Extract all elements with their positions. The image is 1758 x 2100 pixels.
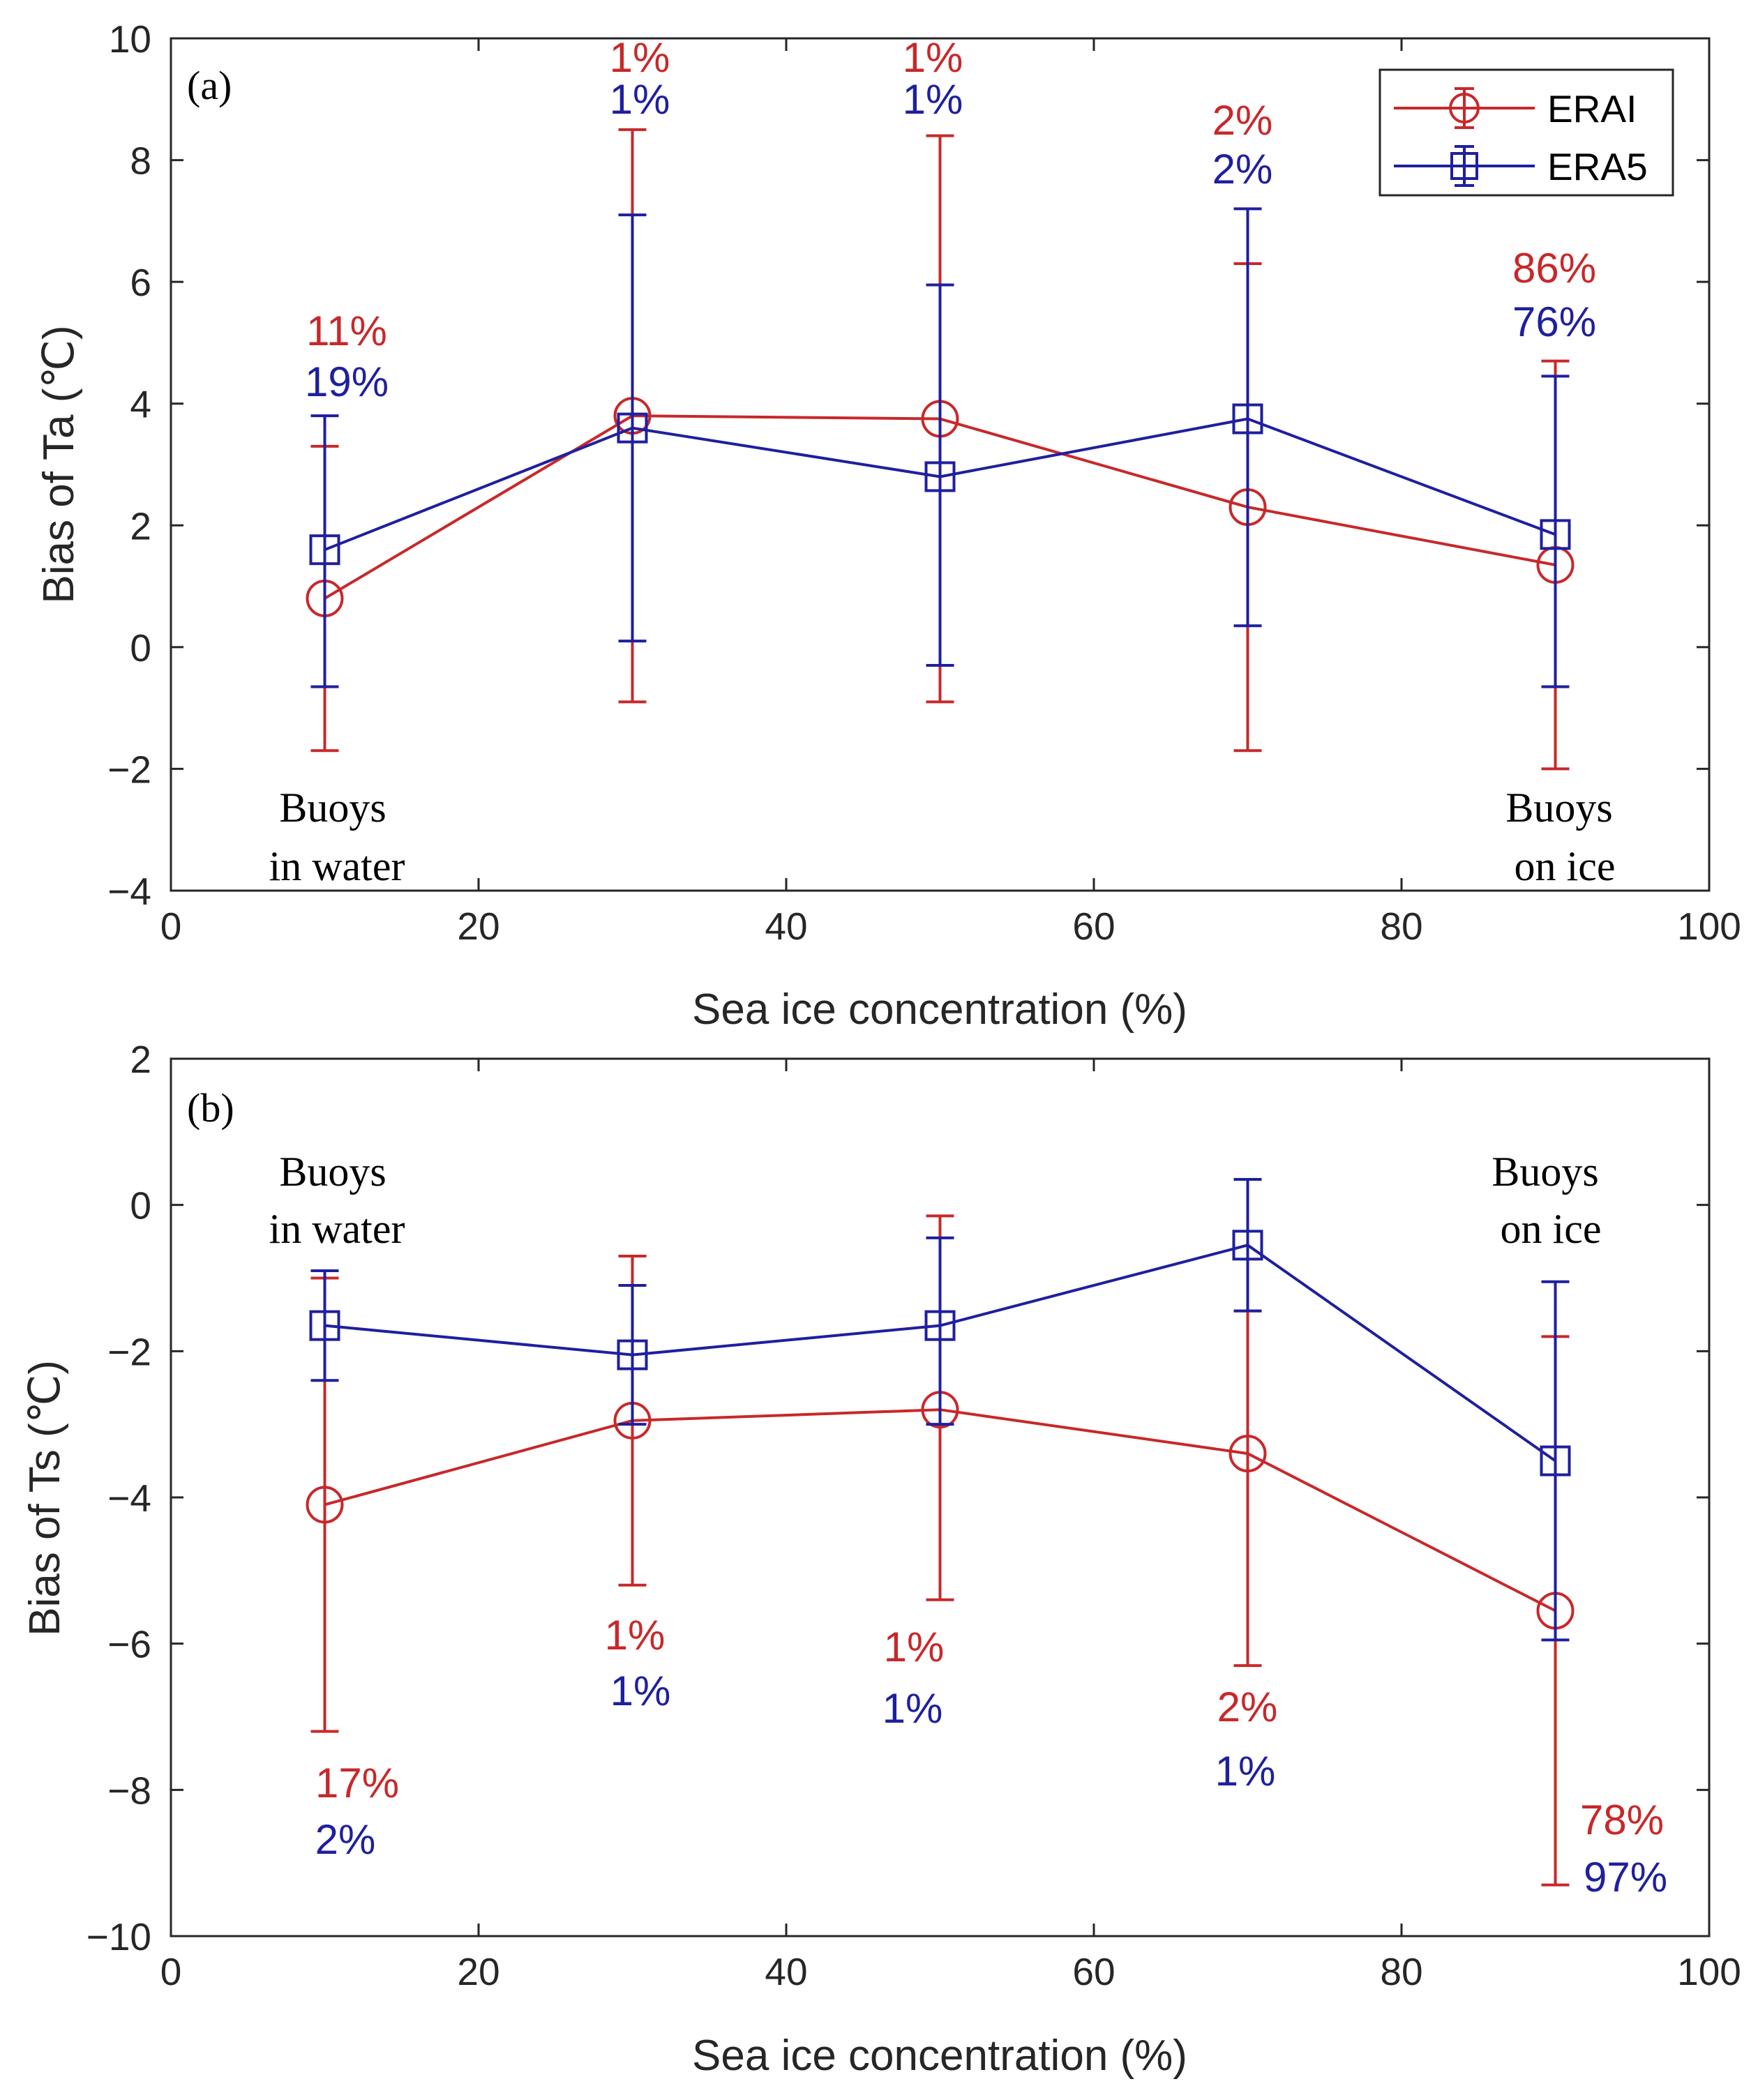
panel-b-erai-pct-label: 17% <box>315 1760 399 1806</box>
panel-b-ytick-label: −4 <box>107 1476 151 1520</box>
panel-a-buoys-on-ice-line2: on ice <box>1515 843 1616 889</box>
panel-b-ytick-label: 0 <box>130 1184 151 1227</box>
panel-a-ytick-label: −2 <box>107 748 151 791</box>
panel-b-era5-pct-label: 1% <box>882 1685 943 1732</box>
panel-b-label: (b) <box>187 1085 234 1131</box>
panel-b-ytick-label: −10 <box>87 1915 151 1958</box>
panel-b-era5-series-line <box>324 1244 1556 1463</box>
panel-a-ytick-label: 4 <box>130 383 151 426</box>
panel-b-xtick-label: 40 <box>765 1950 807 1993</box>
panel-a-erai-pct-label: 11% <box>306 308 387 354</box>
panel-b-marks: 17% 1% 1% 2% 78% 2% 1% 1% 1% 97% <box>306 1177 1667 1901</box>
panel-a-era5-point <box>924 461 956 492</box>
panel-a-marks: 11%1% 1%2%86%19%1% 1%2%76% <box>305 34 1596 771</box>
panel-b-era5-pct-label: 1% <box>610 1668 671 1714</box>
panel-a-ytick-label: 0 <box>130 626 151 670</box>
panel-a-era5-pct-label: 2% <box>1212 146 1273 192</box>
panel-a-buoys-on-ice-line1: Buoys <box>1505 785 1612 831</box>
panel-b-erai-pct-label: 78% <box>1580 1797 1664 1843</box>
panel-a-ytick-label: 8 <box>130 139 151 183</box>
panel-b-era5-pct-label: 97% <box>1584 1854 1667 1901</box>
panel-a-era5-pct-label: 1% <box>903 76 963 123</box>
panel-a-era5-pct-label: 76% <box>1512 299 1596 345</box>
panel-a-ytick-label: 2 <box>130 504 151 547</box>
legend: ERAI ERA5 <box>1378 68 1674 197</box>
panel-a-buoys-in-water-line1: Buoys <box>279 785 386 831</box>
panel-b-chart: 0 20 40 60 80 100 −10 −8 −6 −4 −2 0 2 17% 1% 1% 2% 78% 2%… <box>21 1038 1741 2080</box>
panel-b-buoys-in-water-line2: in water <box>269 1206 405 1252</box>
panel-a-era5-point <box>1540 519 1571 550</box>
panel-a-era5-point <box>1232 403 1263 435</box>
legend-era5-marker <box>1450 152 1478 180</box>
panel-b-xtick-label: 80 <box>1380 1950 1422 1993</box>
panel-a-era5-series-line <box>324 417 1556 552</box>
panel-b-buoys-on-ice-line1: Buoys <box>1492 1149 1598 1195</box>
panel-b-era5-point <box>924 1310 956 1341</box>
panel-b-ytick-label: −6 <box>107 1623 151 1666</box>
panel-b-era5-point <box>1540 1445 1571 1476</box>
panel-a-erai-pct-label: 1% <box>903 34 963 81</box>
panel-a-ytick-label: 10 <box>109 17 151 61</box>
panel-b-era5-point <box>309 1310 340 1341</box>
panel-b-erai-point <box>1229 1435 1267 1473</box>
panel-a-xtick-label: 60 <box>1072 905 1115 948</box>
panel-b-erai-pct-label: 2% <box>1217 1684 1278 1730</box>
panel-b-buoys-in-water-line1: Buoys <box>279 1149 386 1195</box>
panel-a-axes-frame <box>170 37 1711 892</box>
panel-a-era5-pct-label: 19% <box>305 358 389 405</box>
panel-a-era5-pct-label: 1% <box>610 76 670 123</box>
panel-a-era5-point <box>617 412 648 444</box>
panel-a-label: (a) <box>187 63 232 108</box>
legend-box <box>1378 68 1674 197</box>
legend-era5-label: ERA5 <box>1547 145 1648 188</box>
panel-a-era5-point <box>309 534 340 566</box>
panel-b-ytick-label: −8 <box>107 1769 151 1812</box>
panel-b-buoys-on-ice-line2: on ice <box>1501 1206 1602 1252</box>
panel-b-era5-pct-label: 2% <box>315 1816 376 1863</box>
panel-b-xtick-label: 60 <box>1072 1950 1115 1993</box>
panel-a-erai-pct-label: 2% <box>1212 97 1273 144</box>
legend-erai-label: ERAI <box>1547 87 1637 130</box>
panel-a-erai-pct-label: 1% <box>610 34 670 81</box>
panel-b-era5-point <box>617 1339 648 1370</box>
panel-a-buoys-in-water-line2: in water <box>269 843 405 889</box>
panel-a-ytick-label: 6 <box>130 261 151 304</box>
panel-b-ytick-label: 2 <box>130 1038 151 1081</box>
panel-a-xtick-label: 80 <box>1380 905 1422 948</box>
panel-b-era5-point <box>1232 1230 1263 1261</box>
panel-b-erai-point <box>306 1486 344 1524</box>
legend-erai-marker <box>1449 93 1480 123</box>
panel-a-ytick-label: −4 <box>107 870 151 913</box>
panel-a-xtick-label: 0 <box>160 905 182 948</box>
panel-b-xtick-label: 0 <box>160 1950 182 1993</box>
panel-b-x-axis-label: Sea ice concentration (%) <box>692 2032 1187 2080</box>
panel-a-xtick-label: 40 <box>765 905 807 948</box>
panel-a-xtick-label: 100 <box>1677 905 1741 948</box>
panel-a-y-axis-label: Bias of Ta (℃) <box>35 325 83 603</box>
panel-b-ticks: 0 20 40 60 80 100 −10 −8 −6 −4 −2 0 2 <box>87 1038 1741 1993</box>
panel-b-ytick-label: −2 <box>107 1330 151 1373</box>
panel-a-x-axis-label: Sea ice concentration (%) <box>692 985 1187 1034</box>
panel-b-xtick-label: 100 <box>1677 1950 1741 1993</box>
panel-b-y-axis-label: Bias of Ts (℃) <box>21 1360 69 1636</box>
panel-b-erai-pct-label: 1% <box>605 1612 666 1659</box>
panel-b-erai-pct-label: 1% <box>884 1624 945 1670</box>
panel-a-xtick-label: 20 <box>457 905 499 948</box>
panel-b-xtick-label: 20 <box>457 1950 499 1993</box>
panel-b-era5-pct-label: 1% <box>1215 1748 1276 1795</box>
panel-a-erai-pct-label: 86% <box>1512 245 1596 292</box>
panel-a-ticks: 0 20 40 60 80 100 −4 −2 0 2 4 6 8 10 <box>107 17 1741 948</box>
